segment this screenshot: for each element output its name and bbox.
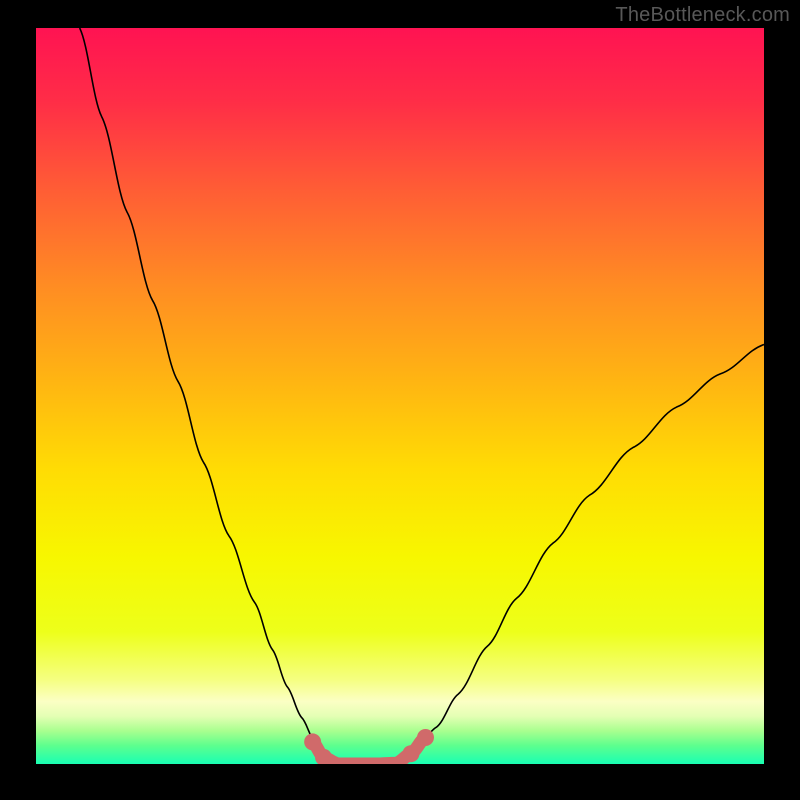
bottleneck-chart: TheBottleneck.com [0,0,800,800]
watermark-label: TheBottleneck.com [615,4,790,27]
heat-gradient-background [36,28,764,764]
valley-highlight-dot [402,745,419,762]
chart-svg [36,28,764,764]
plot-area [36,28,764,764]
valley-highlight-dot [304,733,321,750]
valley-highlight-dot [417,729,434,746]
